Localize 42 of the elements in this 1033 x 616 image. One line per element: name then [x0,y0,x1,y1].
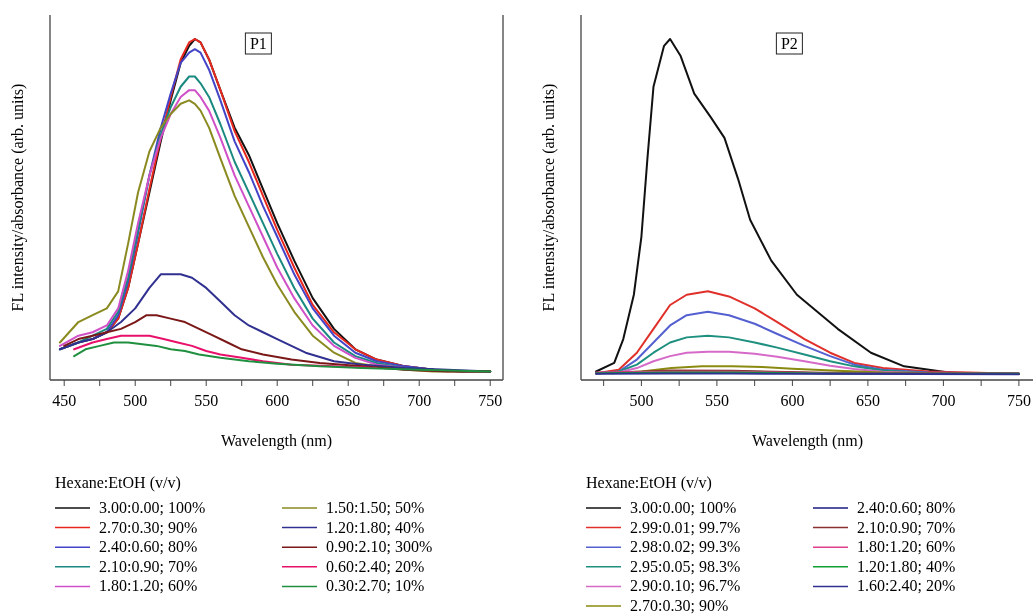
legend-title: Hexane:EtOH (v/v) [55,474,181,492]
x-tick-label: 650 [336,392,361,409]
legend-label: 1.20:1.80; 40% [326,518,425,536]
x-tick-label: 600 [265,392,290,409]
x-tick-label: 550 [194,392,219,409]
annotation: P1 [249,35,267,52]
legend-label: 0.60:2.40; 20% [326,557,425,575]
x-tick-label: 700 [407,392,432,409]
x-tick-label: 750 [1006,392,1031,409]
legend-label: 0.90:2.10; 300% [326,538,433,556]
x-axis-title: Wavelength (nm) [220,432,333,450]
legend-label: 1.50:1.50; 50% [326,499,425,516]
x-tick-label: 600 [780,392,805,409]
legend-label: 1.60:2.40; 20% [857,577,956,595]
x-tick-label: 450 [52,392,77,409]
legend-title: Hexane:EtOH (v/v) [586,474,712,492]
x-tick-label: 500 [629,392,654,409]
legend-label: 1.80:1.20; 60% [857,538,956,556]
x-tick-label: 750 [478,392,503,409]
legend-label: 3.00:0.00; 100% [99,499,206,516]
legend-label: 2.70:0.30; 90% [630,597,729,614]
x-tick-label: 500 [123,392,148,409]
x-axis-title: Wavelength (nm) [751,432,864,450]
legend-label: 2.99:0.01; 99.7% [630,518,741,536]
legend-label: 3.00:0.00; 100% [630,499,737,516]
legend-label: 1.80:1.20; 60% [99,577,198,595]
legend-label: 2.10:0.90; 70% [857,518,956,536]
legend-label: 2.40:0.60; 80% [857,499,956,516]
legend-label: 0.30:2.70; 10% [326,577,425,595]
legend-label: 2.40:0.60; 80% [99,538,198,556]
y-axis-title: FL intensity/absorbance (arb. units) [9,83,27,312]
x-tick-label: 700 [931,392,956,409]
legend-label: 2.10:0.90; 70% [99,557,198,575]
legend-label: 2.95:0.05; 98.3% [630,557,741,575]
legend-label: 1.20:1.80; 40% [857,557,956,575]
annotation: P2 [780,35,798,52]
legend-label: 2.98:0.02; 99.3% [630,538,741,556]
legend-label: 2.90:0.10; 96.7% [630,577,741,595]
x-tick-label: 550 [704,392,729,409]
x-tick-label: 650 [855,392,880,409]
legend-label: 2.70:0.30; 90% [99,518,198,536]
y-axis-title: FL intensity/absorbance (arb. units) [540,83,558,312]
